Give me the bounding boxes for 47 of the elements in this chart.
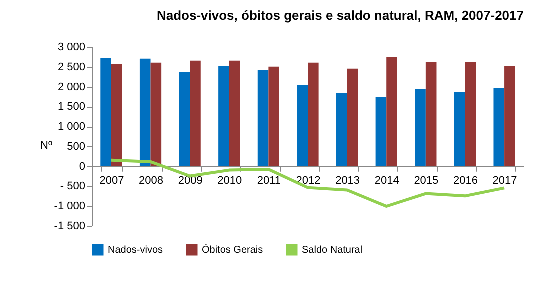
x-tick-label: 2010 bbox=[218, 174, 242, 187]
legend-label: Óbitos Gerais bbox=[202, 244, 264, 256]
bar bbox=[268, 66, 280, 166]
bar bbox=[426, 62, 437, 166]
bar bbox=[386, 56, 398, 166]
y-tick-label: 1 000 bbox=[58, 121, 86, 134]
bar bbox=[415, 89, 426, 166]
x-tick-label: 2017 bbox=[492, 174, 518, 187]
bar bbox=[376, 97, 387, 166]
x-tick-label: 2013 bbox=[336, 174, 360, 187]
y-tick-label: 500 bbox=[67, 140, 86, 153]
bar bbox=[229, 60, 240, 166]
bar bbox=[494, 88, 505, 166]
x-tick-label: 2016 bbox=[453, 174, 478, 187]
y-tick-label: -1 500 bbox=[54, 220, 86, 232]
x-tick-label: 2007 bbox=[100, 174, 124, 187]
bar bbox=[297, 85, 308, 166]
y-tick-label: 3 000 bbox=[58, 42, 86, 54]
bar bbox=[258, 70, 269, 166]
legend-label: Nados-vivos bbox=[108, 245, 164, 256]
x-tick-label: 2014 bbox=[374, 174, 400, 187]
y-axis-title: Nº bbox=[40, 140, 52, 152]
bar bbox=[308, 62, 319, 166]
bar bbox=[179, 72, 190, 166]
x-tick-label: 2009 bbox=[178, 174, 203, 187]
bar bbox=[150, 62, 162, 166]
x-tick-label: 2011 bbox=[257, 174, 282, 187]
legend-label: Saldo Natural bbox=[302, 245, 363, 256]
y-tick-label: 2 500 bbox=[58, 61, 86, 74]
bar bbox=[504, 66, 516, 166]
x-tick-label: 2015 bbox=[414, 174, 439, 187]
bar bbox=[111, 64, 122, 166]
bar bbox=[336, 93, 348, 166]
y-tick-label: - 500 bbox=[60, 180, 86, 193]
bar bbox=[100, 58, 112, 166]
bar bbox=[218, 66, 230, 166]
y-tick-label: 0 bbox=[79, 160, 86, 173]
bar bbox=[190, 60, 201, 166]
y-tick-label: 2 000 bbox=[58, 81, 86, 94]
y-tick-label: -1 000 bbox=[54, 200, 86, 213]
bar bbox=[454, 92, 466, 166]
bar bbox=[347, 68, 358, 166]
chart-title: Nados-vivos, óbitos gerais e saldo natural, RAM, 2007-2017 bbox=[156, 8, 524, 23]
x-tick-label: 2008 bbox=[139, 174, 164, 187]
bar bbox=[140, 58, 151, 166]
y-tick-label: 1 500 bbox=[58, 101, 86, 114]
bar bbox=[465, 62, 476, 166]
